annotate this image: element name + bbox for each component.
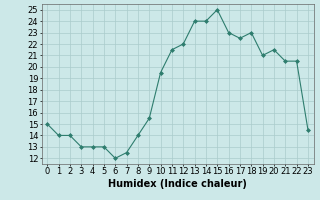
X-axis label: Humidex (Indice chaleur): Humidex (Indice chaleur)	[108, 179, 247, 189]
